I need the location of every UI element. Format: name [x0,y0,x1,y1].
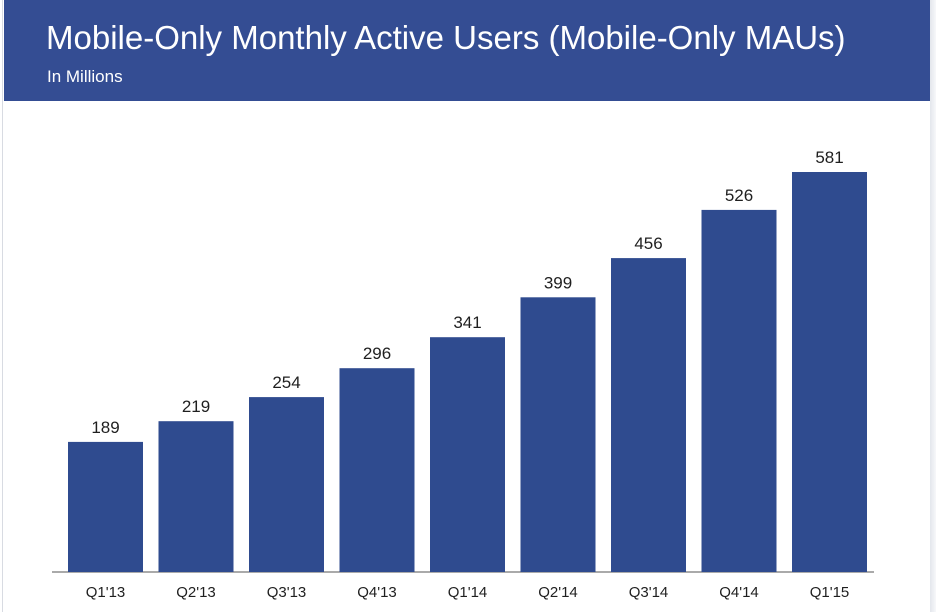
data-label-4: 341 [453,313,481,332]
bar-1 [158,421,234,572]
x-tick-label-0: Q1'13 [86,584,126,601]
chart-title: Mobile-Only Monthly Active Users (Mobile… [46,19,846,56]
x-tick-label-7: Q4'14 [719,584,759,601]
chart-subtitle: In Millions [47,67,123,86]
bar-7 [701,209,777,572]
data-label-1: 219 [182,397,210,416]
bar-4 [430,337,505,572]
x-tick-label-1: Q2'13 [176,584,216,601]
data-label-6: 456 [634,234,662,253]
data-label-5: 399 [544,273,572,292]
bar-6 [611,258,686,572]
x-tick-label-4: Q1'14 [448,584,488,601]
data-label-0: 189 [91,418,119,437]
data-label-7: 526 [725,186,753,205]
right-edge-shadow [930,0,936,612]
x-tick-label-6: Q3'14 [629,584,669,601]
x-tick-label-2: Q3'13 [267,584,307,601]
bar-2 [249,397,324,572]
x-tick-label-8: Q1'15 [810,584,850,601]
data-label-8: 581 [815,148,843,167]
bar-3 [339,368,415,572]
bar-0 [68,441,143,572]
left-border [2,0,3,612]
x-tick-label-5: Q2'14 [538,584,578,601]
bar-8 [792,172,867,572]
data-label-3: 296 [363,344,391,363]
x-tick-label-3: Q4'13 [357,584,397,601]
header-banner: Mobile-Only Monthly Active Users (Mobile… [4,0,930,101]
bar-5 [520,297,596,572]
data-label-2: 254 [272,373,300,392]
